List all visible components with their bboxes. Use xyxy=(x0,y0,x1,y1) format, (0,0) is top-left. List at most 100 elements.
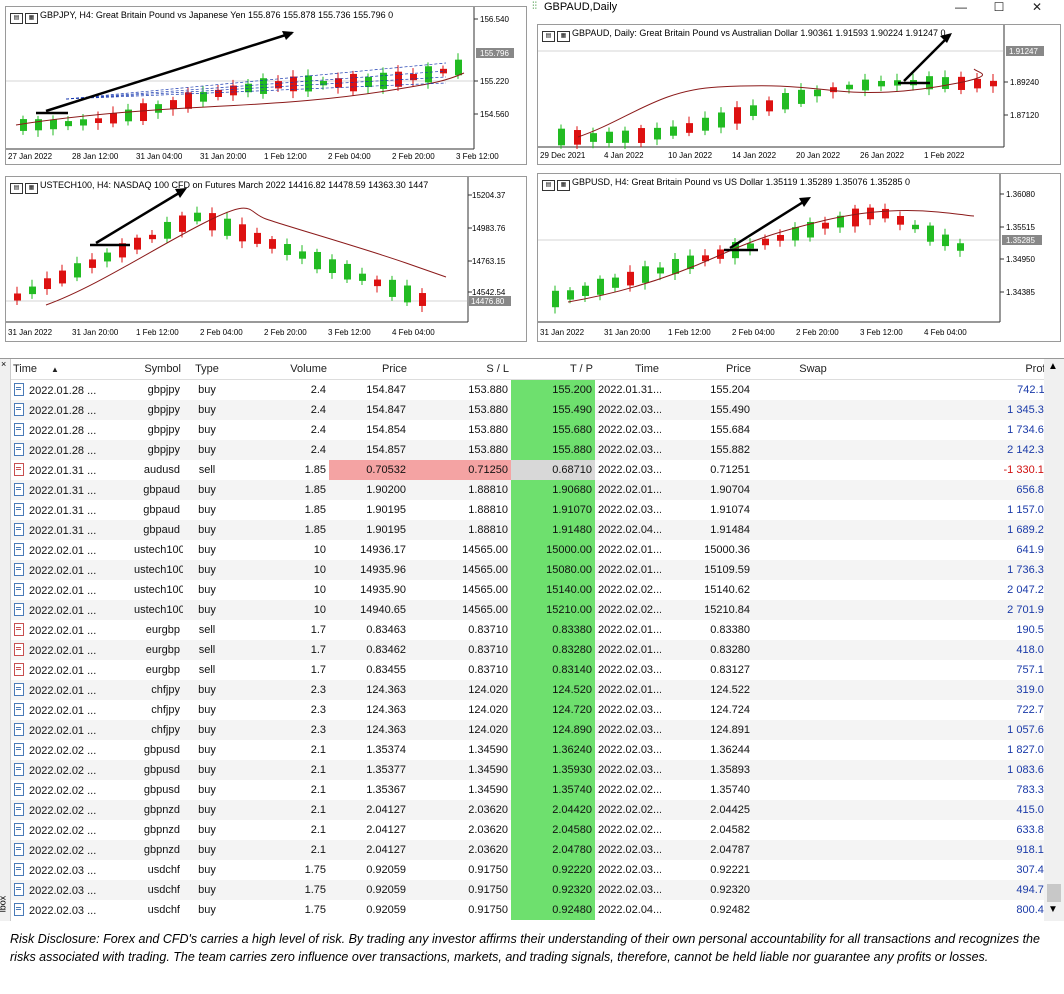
vertical-scrollbar[interactable]: ▲ ▼ xyxy=(1044,359,1064,921)
table-row[interactable]: 2022.02.01 ... chfjpy buy 2.3 124.363 124.020… xyxy=(11,720,1053,740)
maximize-button[interactable]: ☐ xyxy=(993,0,1005,14)
table-row[interactable]: 2022.01.28 ... gbpjpy buy 2.4 154.847 153.880… xyxy=(11,400,1053,420)
table-row[interactable]: 2022.02.01 ... ustech100 buy 10 14935.96 1456… xyxy=(11,560,1053,580)
candle xyxy=(110,113,117,124)
column-header-open-price[interactable]: Price xyxy=(329,359,409,380)
close-panel-icon[interactable]: × xyxy=(1,359,7,369)
table-row[interactable]: 2022.02.03 ... usdchf buy 1.75 0.92059 0.9175… xyxy=(11,860,1053,880)
table-row[interactable]: 2022.02.02 ... gbpnzd buy 2.1 2.04127 2.03620… xyxy=(11,800,1053,820)
column-header-volume[interactable]: Volume xyxy=(231,359,329,380)
cell-swap xyxy=(753,740,873,760)
cell-profit: 418.03 xyxy=(873,640,1053,660)
cell-close-price: 15109.59 xyxy=(661,560,753,580)
column-header-profit[interactable]: Profit xyxy=(873,359,1053,380)
deal-document-icon xyxy=(14,563,24,576)
time-label: 28 Jan 12:00 xyxy=(72,152,119,161)
scroll-down-icon[interactable]: ▼ xyxy=(1048,904,1058,915)
candle xyxy=(275,81,282,89)
table-row[interactable]: 2022.01.28 ... gbpjpy buy 2.4 154.847 153.880… xyxy=(11,379,1053,401)
table-row[interactable]: 2022.02.02 ... gbpusd buy 2.1 1.35367 1.34590… xyxy=(11,780,1053,800)
candle xyxy=(927,225,934,242)
column-header-type[interactable]: Type xyxy=(183,359,231,380)
chart-type-icon[interactable]: ▤ xyxy=(10,183,23,194)
cell-time-text: 2022.02.01 ... xyxy=(29,625,97,637)
cell-stop-loss: 0.83710 xyxy=(409,640,511,660)
table-row[interactable]: 2022.02.02 ... gbpnzd buy 2.1 2.04127 2.03620… xyxy=(11,820,1053,840)
table-row[interactable]: 2022.01.31 ... gbpaud buy 1.85 1.90195 1.8881… xyxy=(11,520,1053,540)
column-header-close-price[interactable]: Price xyxy=(661,359,753,380)
deal-document-icon xyxy=(14,603,24,616)
cell-profit: 1 827.00 xyxy=(1007,744,1050,756)
cell-profit: 415.07 xyxy=(873,800,1053,820)
cell-open-price: 0.83462 xyxy=(329,640,409,660)
time-label: 31 Jan 20:00 xyxy=(604,328,651,337)
chart-props-icon[interactable]: ▦ xyxy=(25,13,38,24)
cell-symbol: gbpjpy xyxy=(131,400,183,420)
column-header-stop-loss[interactable]: S / L xyxy=(409,359,511,380)
column-header-swap[interactable]: Swap xyxy=(753,359,873,380)
cell-type: buy xyxy=(198,784,216,796)
table-row[interactable]: 2022.02.02 ... gbpnzd buy 2.1 2.04127 2.03620… xyxy=(11,840,1053,860)
chart-gbpjpy[interactable]: ▤ ▦ GBPJPY, H4: Great Britain Pound vs Jap… xyxy=(5,6,527,165)
candle xyxy=(254,232,261,244)
table-row[interactable]: 2022.01.28 ... gbpjpy buy 2.4 154.857 153.880… xyxy=(11,440,1053,460)
table-row[interactable]: 2022.02.01 ... eurgbp sell 1.7 0.83455 0.8371… xyxy=(11,660,1053,680)
cell-swap xyxy=(753,380,873,401)
cell-close-price: 0.83280 xyxy=(661,640,753,660)
candle xyxy=(837,215,844,228)
sort-ascending-icon[interactable]: ▲ xyxy=(51,365,59,374)
table-row[interactable]: 2022.02.01 ... ustech100 buy 10 14940.65 1456… xyxy=(11,600,1053,620)
table-row[interactable]: 2022.02.01 ... chfjpy buy 2.3 124.363 124.020… xyxy=(11,680,1053,700)
chart-gbpusd[interactable]: ▤ ▦ GBPUSD, H4: Great Britain Pound vs US … xyxy=(537,173,1061,342)
chart-type-icon[interactable]: ▤ xyxy=(542,180,555,191)
chart-type-icon[interactable]: ▤ xyxy=(542,31,555,42)
scroll-up-icon[interactable]: ▲ xyxy=(1048,361,1058,372)
cell-volume: 2.4 xyxy=(231,400,329,420)
minimize-button[interactable]: — xyxy=(955,0,967,14)
table-row[interactable]: 2022.01.31 ... gbpaud buy 1.85 1.90195 1.8881… xyxy=(11,500,1053,520)
table-row[interactable]: 2022.02.03 ... usdchf buy 1.75 0.92059 0.9175… xyxy=(11,880,1053,900)
column-header-time[interactable]: Time ▲ xyxy=(11,359,131,380)
cell-time: 2022.02.02 ... xyxy=(11,840,131,860)
table-row[interactable]: 2022.02.01 ... ustech100 buy 10 14936.17 1456… xyxy=(11,540,1053,560)
cell-swap xyxy=(753,800,873,820)
cell-close-price: 0.92482 xyxy=(710,904,750,916)
table-row[interactable]: 2022.02.03 ... usdchf buy 1.75 0.92059 0.9175… xyxy=(11,900,1053,920)
column-header-close-time[interactable]: Time xyxy=(595,359,661,380)
cell-time-text: 2022.02.02 ... xyxy=(29,805,97,817)
table-row[interactable]: 2022.02.02 ... gbpusd buy 2.1 1.35374 1.34590… xyxy=(11,740,1053,760)
cell-close-price: 0.83127 xyxy=(710,664,750,676)
chart-ustech100[interactable]: ▤ ▦ USTECH100, H4: NASDAQ 100 CFD on Futur… xyxy=(5,176,527,342)
table-row[interactable]: 2022.01.31 ... gbpaud buy 1.85 1.90200 1.8881… xyxy=(11,480,1053,500)
cell-time-text: 2022.02.03 ... xyxy=(29,885,97,897)
table-row[interactable]: 2022.02.01 ... ustech100 buy 10 14935.90 1456… xyxy=(11,580,1053,600)
column-header-take-profit[interactable]: T / P xyxy=(511,359,595,380)
table-row[interactable]: 2022.02.01 ... eurgbp sell 1.7 0.83463 0.8371… xyxy=(11,620,1053,640)
column-header-symbol[interactable]: Symbol xyxy=(131,359,183,380)
cell-profit: 656.85 xyxy=(873,480,1053,500)
chart-props-icon[interactable]: ▦ xyxy=(25,183,38,194)
chart-gbpaud[interactable]: ▤ ▦ GBPAUD, Daily: Great Britain Pound vs … xyxy=(537,24,1061,165)
candle xyxy=(209,213,216,231)
candle xyxy=(329,259,336,274)
chart-props-icon[interactable]: ▦ xyxy=(557,180,570,191)
table-row[interactable]: 2022.01.28 ... gbpjpy buy 2.4 154.854 153.880… xyxy=(11,420,1053,440)
cell-close-price: 0.92320 xyxy=(661,880,753,900)
cell-time: 2022.02.02 ... xyxy=(11,800,131,820)
time-label: 31 Jan 20:00 xyxy=(72,328,119,337)
scrollbar-thumb[interactable] xyxy=(1047,884,1061,902)
chart-window-icon: ⫶⫶ xyxy=(532,1,537,12)
cell-open-price: 2.04127 xyxy=(329,840,409,860)
cell-close-price: 2.04582 xyxy=(710,824,750,836)
close-button[interactable]: ✕ xyxy=(1031,0,1043,14)
time-label: 3 Feb 12:00 xyxy=(456,152,499,161)
cell-swap xyxy=(753,440,873,460)
chart-type-icon[interactable]: ▤ xyxy=(10,13,23,24)
chart-props-icon[interactable]: ▦ xyxy=(557,31,570,42)
table-row[interactable]: 2022.02.01 ... eurgbp sell 1.7 0.83462 0.8371… xyxy=(11,640,1053,660)
table-row[interactable]: 2022.01.31 ... audusd sell 1.85 0.70532 0.712… xyxy=(11,460,1053,480)
cell-take-profit: 0.68710 xyxy=(511,460,595,480)
table-row[interactable]: 2022.02.02 ... gbpusd buy 2.1 1.35377 1.34590… xyxy=(11,760,1053,780)
table-row[interactable]: 2022.02.01 ... chfjpy buy 2.3 124.363 124.020… xyxy=(11,700,1053,720)
cell-volume: 2.1 xyxy=(231,840,329,860)
